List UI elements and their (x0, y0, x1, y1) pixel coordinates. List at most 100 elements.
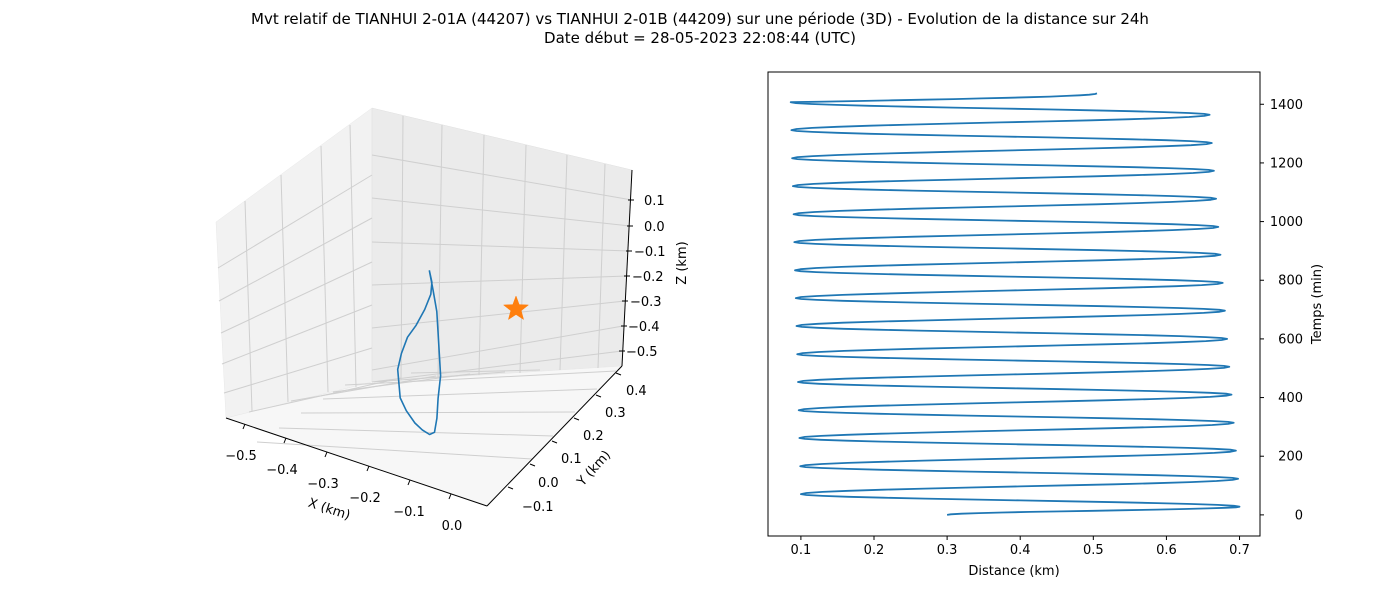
grid-line (290, 375, 437, 402)
y-tick-label: 800 (1278, 274, 1303, 289)
grid-line (332, 373, 471, 393)
x-tick-label: 0.1 (791, 543, 812, 558)
y-tick (507, 486, 514, 490)
grid-line (478, 134, 485, 376)
x-tick (283, 437, 287, 444)
z-axis-label: Z (km) (675, 241, 690, 284)
z-tick-label: −0.1 (634, 245, 666, 260)
y-tick (595, 394, 602, 398)
grid-line (597, 163, 606, 369)
grid-line (371, 241, 630, 252)
grid-line (410, 369, 541, 374)
y-tick-label: 400 (1278, 391, 1303, 406)
grid-line (344, 370, 617, 386)
y-tick-label: 0.4 (626, 384, 647, 399)
chart-2d: 0.1 0.2 0.3 0.4 0.5 0.6 0.7 0 200 400 600 800 1000 1… (767, 71, 1325, 579)
grid-line (371, 154, 633, 201)
grid-line (559, 154, 568, 371)
x-tick-labels-3d: −0.5 −0.4 −0.3 −0.2 −0.1 0.0 (225, 449, 462, 534)
z-tick-label: −0.5 (626, 345, 658, 360)
chart-3d: −0.5 −0.4 −0.3 −0.2 −0.1 0.0 X (km) −0.1… (215, 107, 690, 534)
y-tick-label: 0.0 (538, 476, 559, 491)
y-tick-label: 1000 (1270, 215, 1303, 230)
x-tick (242, 423, 246, 430)
grid-line (280, 174, 289, 403)
y-ticks-3d (507, 372, 622, 490)
grid-line (371, 300, 626, 329)
y-axis-line (486, 365, 623, 507)
y-tick-label: 0 (1295, 508, 1303, 523)
x-tick-label: 0.0 (442, 519, 463, 534)
y-tick-label: 200 (1278, 450, 1303, 465)
grid-3d (217, 115, 633, 460)
grid-line (244, 200, 253, 412)
x-tick-label: −0.5 (225, 449, 257, 464)
z-tick-label: −0.3 (630, 295, 662, 310)
z-tick-label: 0.0 (644, 220, 665, 235)
x-tick-label: −0.1 (393, 505, 425, 520)
grid-line (519, 144, 527, 374)
x-tick (407, 479, 411, 486)
z-tick-labels-3d: 0.1 0.0 −0.1 −0.2 −0.3 −0.4 −0.5 (626, 194, 666, 360)
grid-line (217, 174, 373, 269)
y-tick (573, 417, 580, 421)
grid-line (349, 124, 357, 388)
y-tick-label: 0.3 (605, 406, 626, 421)
grid-line (218, 217, 373, 302)
y-tick-label: −0.1 (522, 500, 554, 515)
x-axis-label: X (km) (306, 496, 352, 524)
grid-line (373, 371, 506, 383)
y-tick (615, 372, 622, 376)
figure-title: Mvt relatif de TIANHUI 2-01A (44207) vs … (0, 10, 1400, 48)
y-tick-label: 0.1 (561, 452, 582, 467)
x-tick-label: 0.3 (937, 543, 958, 558)
grid-line (322, 388, 598, 400)
grid-line (256, 441, 533, 460)
star-marker (502, 295, 530, 321)
x-tick-label: 0.6 (1156, 543, 1177, 558)
grid-line (371, 197, 631, 227)
x-tick (324, 451, 328, 458)
x-tick-label: −0.3 (307, 477, 339, 492)
distance-line (789, 92, 1241, 516)
x-tick-label: 0.4 (1010, 543, 1031, 558)
x-axis-line (225, 417, 488, 507)
z-axis-line (621, 169, 633, 367)
x-tick-label: 0.5 (1083, 543, 1104, 558)
z-tick-label: 0.1 (644, 194, 665, 209)
y-tick-label: 1200 (1270, 156, 1303, 171)
z-tick-label: −0.4 (628, 320, 660, 335)
x-tick (448, 493, 452, 500)
y-tick (551, 440, 558, 444)
x-axis-label: Distance (km) (968, 564, 1059, 579)
x-tick-label: −0.4 (266, 463, 298, 478)
x-ticks-2d: 0.1 0.2 0.3 0.4 0.5 0.6 0.7 (791, 536, 1250, 558)
grid-line (223, 347, 373, 394)
z-tick-label: −0.2 (632, 270, 664, 285)
y-tick-label: 1400 (1270, 98, 1303, 113)
grid-line (371, 275, 628, 286)
z-ticks-3d (619, 199, 634, 352)
title-line-1: Mvt relatif de TIANHUI 2-01A (44207) vs … (251, 10, 1149, 28)
grid-line (221, 304, 373, 365)
trajectory-line (396, 270, 442, 436)
y-tick-label: 0.2 (583, 429, 604, 444)
y-tick-labels-3d: −0.1 0.0 0.1 0.2 0.3 0.4 (522, 384, 647, 515)
y-tick-label: 600 (1278, 332, 1303, 347)
grid-line (371, 325, 624, 371)
title-line-2: Date début = 28-05-2023 22:08:44 (UTC) (544, 29, 856, 47)
x-tick-label: 0.2 (864, 543, 885, 558)
pane-back-right (371, 107, 633, 383)
x-tick (366, 465, 370, 472)
x-tick-label: −0.2 (349, 491, 381, 506)
grid-line (220, 261, 373, 334)
grid-line (371, 350, 623, 383)
axes-3d (225, 169, 633, 507)
grid-line (278, 427, 554, 437)
y-axis-label: Temps (min) (1310, 264, 1325, 345)
x-tick-label: 0.7 (1229, 543, 1250, 558)
y-ticks-2d: 0 200 400 600 800 1000 1200 1400 (1260, 98, 1303, 523)
grid-line (320, 145, 329, 393)
